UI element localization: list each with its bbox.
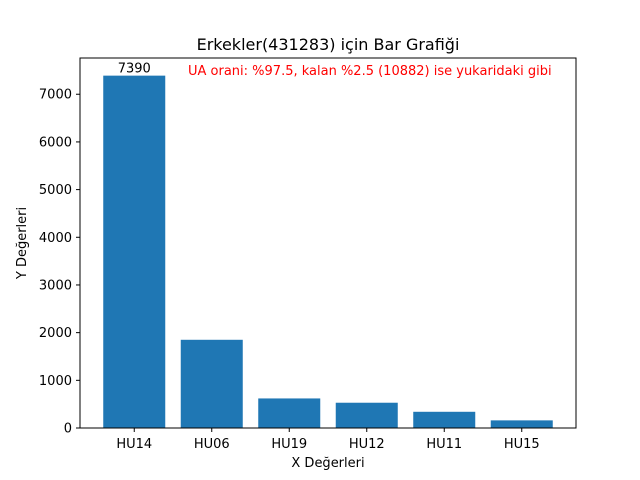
- y-axis-ticks: 0 1000 2000 3000 4000 5000 6000 7000: [39, 88, 80, 437]
- bar-hu12: [335, 402, 398, 428]
- x-tick-label: HU19: [271, 437, 307, 452]
- bars-group: [103, 75, 553, 428]
- y-tick-label: 4000: [39, 231, 72, 246]
- x-axis-label: X Değerleri: [291, 456, 364, 471]
- x-axis-ticks: HU14 HU06 HU19 HU12 HU11 HU15: [116, 428, 540, 452]
- y-axis-label: Y Değerleri: [15, 207, 30, 280]
- y-tick-label: 7000: [39, 88, 72, 103]
- x-tick-label: HU15: [504, 437, 540, 452]
- x-tick-label: HU14: [116, 437, 152, 452]
- y-tick-label: 6000: [39, 135, 72, 150]
- y-tick-label: 5000: [39, 183, 72, 198]
- y-tick-label: 1000: [39, 374, 72, 389]
- y-tick-label: 0: [64, 422, 72, 437]
- x-tick-label: HU12: [349, 437, 385, 452]
- bar-value-label: 7390: [118, 62, 151, 77]
- chart-title: Erkekler(431283) için Bar Grafiği: [197, 35, 460, 54]
- bar-hu11: [413, 411, 476, 428]
- axes-frame: [79, 57, 577, 429]
- x-tick-label: HU11: [426, 437, 462, 452]
- bar-hu14: [103, 75, 166, 428]
- x-tick-label: HU06: [194, 437, 230, 452]
- y-tick-label: 2000: [39, 326, 72, 341]
- data-labels-group: 7390: [118, 62, 151, 77]
- annotation-text: UA orani: %97.5, kalan %2.5 (10882) ise …: [188, 64, 552, 79]
- bar-hu15: [490, 420, 553, 428]
- y-tick-label: 3000: [39, 278, 72, 293]
- bar-hu06: [180, 339, 243, 428]
- bar-hu19: [258, 398, 321, 428]
